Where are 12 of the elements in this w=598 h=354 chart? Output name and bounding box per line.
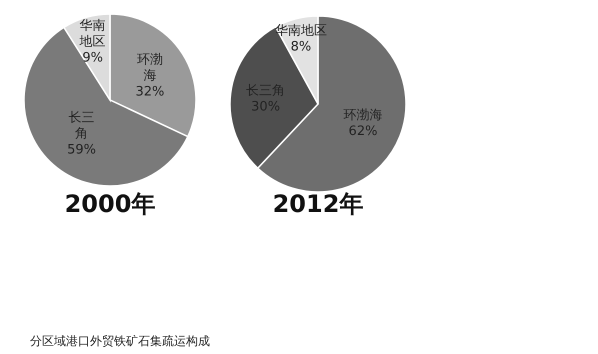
data-label: 8% xyxy=(290,40,312,55)
slice-label: 环渤海 xyxy=(344,108,382,123)
data-label: 59% xyxy=(67,142,96,158)
text: 2000年 xyxy=(64,190,156,218)
data-label: 32% xyxy=(135,84,164,100)
text: 2012年 xyxy=(272,190,364,218)
data-label: 9% xyxy=(82,50,104,66)
slice-label: 华南地区 xyxy=(78,18,106,50)
text: 分区域港口外贸铁矿石集疏运构成 xyxy=(30,334,210,348)
slice-label: 长三角 xyxy=(68,110,95,142)
slice-label: 环渤海 xyxy=(136,52,163,84)
data-label: 62% xyxy=(348,124,378,139)
